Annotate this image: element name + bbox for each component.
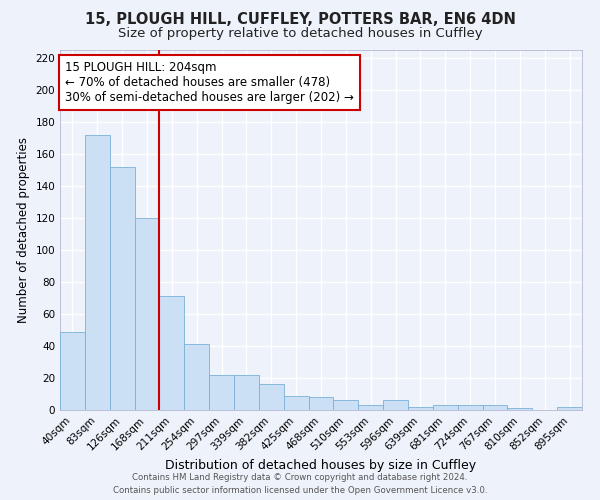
Bar <box>433 405 458 410</box>
Text: 15, PLOUGH HILL, CUFFLEY, POTTERS BAR, EN6 4DN: 15, PLOUGH HILL, CUFFLEY, POTTERS BAR, E… <box>85 12 515 28</box>
Bar <box>358 405 383 410</box>
Bar <box>259 384 284 410</box>
Bar <box>60 332 85 410</box>
Bar <box>458 405 482 410</box>
X-axis label: Distribution of detached houses by size in Cuffley: Distribution of detached houses by size … <box>166 458 476 471</box>
Bar <box>134 218 160 410</box>
Bar <box>308 397 334 410</box>
Y-axis label: Number of detached properties: Number of detached properties <box>17 137 30 323</box>
Bar <box>383 400 408 410</box>
Bar <box>85 135 110 410</box>
Bar <box>209 375 234 410</box>
Bar <box>482 405 508 410</box>
Text: 15 PLOUGH HILL: 204sqm
← 70% of detached houses are smaller (478)
30% of semi-de: 15 PLOUGH HILL: 204sqm ← 70% of detached… <box>65 61 354 104</box>
Bar <box>184 344 209 410</box>
Bar <box>408 407 433 410</box>
Bar <box>110 167 134 410</box>
Bar <box>334 400 358 410</box>
Bar <box>234 375 259 410</box>
Bar <box>160 296 184 410</box>
Text: Contains HM Land Registry data © Crown copyright and database right 2024.: Contains HM Land Registry data © Crown c… <box>132 474 468 482</box>
Bar <box>557 407 582 410</box>
Text: Contains public sector information licensed under the Open Government Licence v3: Contains public sector information licen… <box>113 486 487 495</box>
Bar <box>284 396 308 410</box>
Text: Size of property relative to detached houses in Cuffley: Size of property relative to detached ho… <box>118 28 482 40</box>
Bar <box>508 408 532 410</box>
